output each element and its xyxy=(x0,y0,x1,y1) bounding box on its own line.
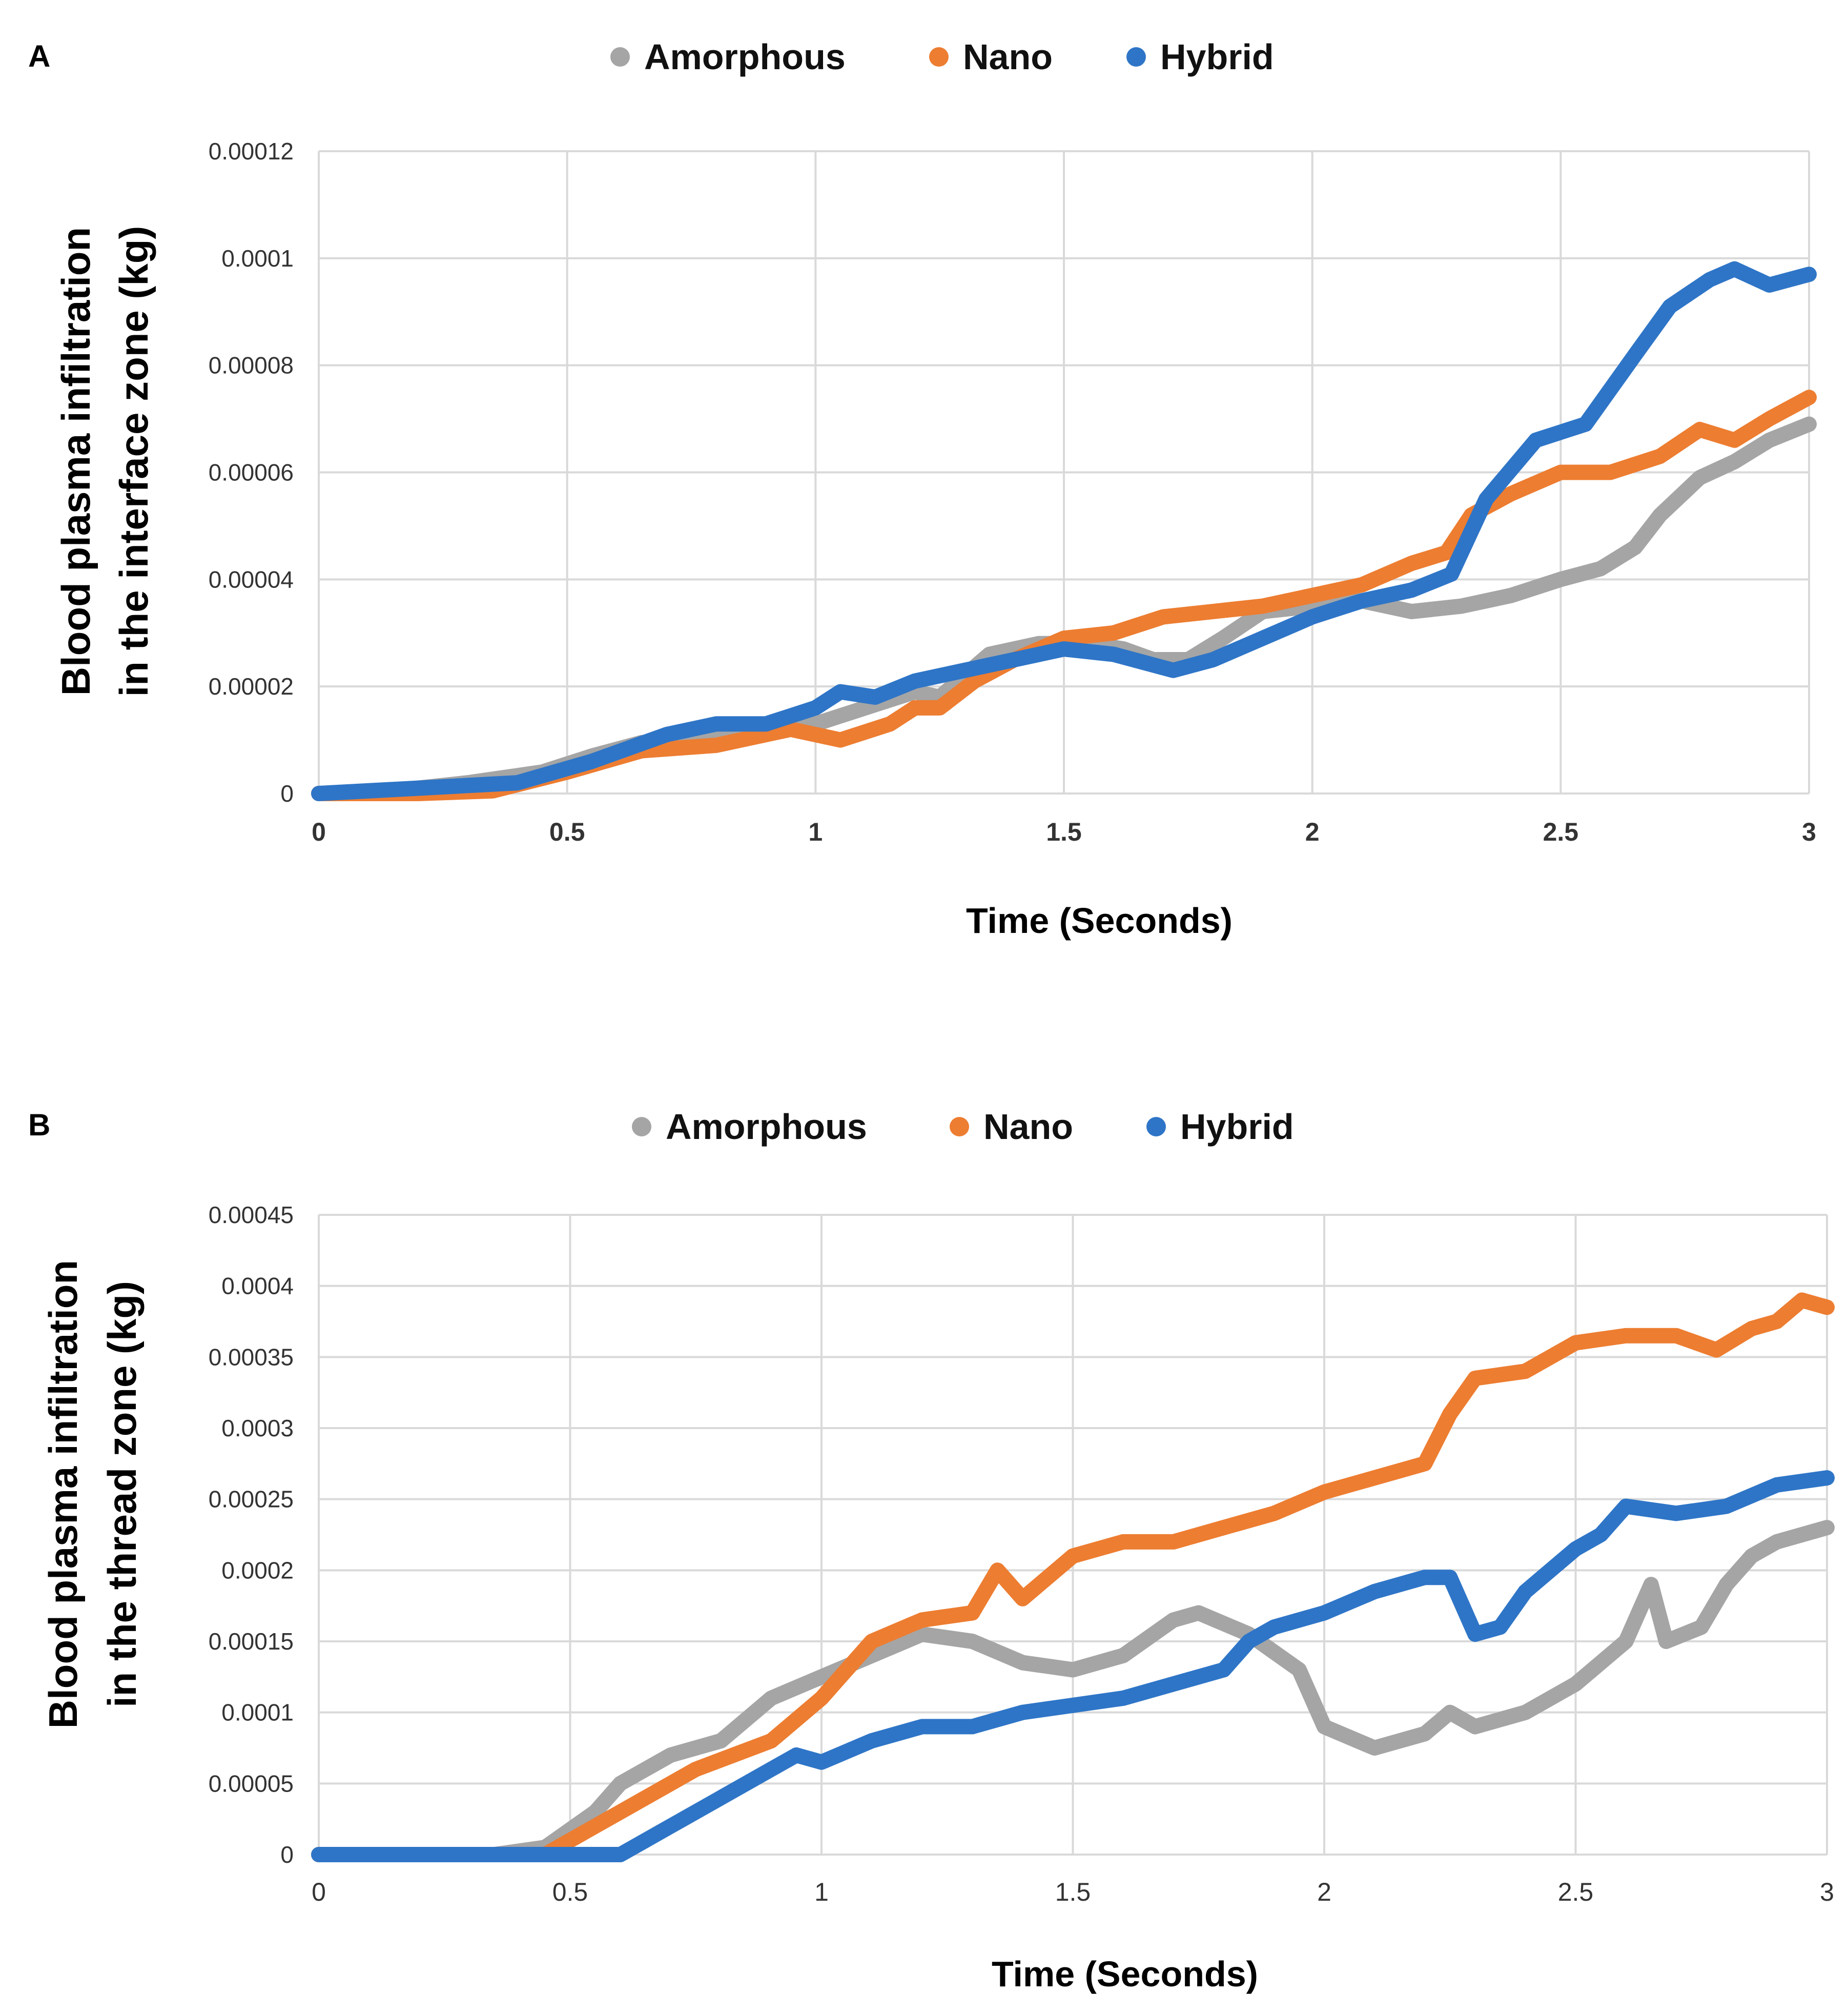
panel-a-y-tick-label: 0.0001 xyxy=(221,245,294,272)
panel-a-letter: A xyxy=(28,39,50,73)
panel-b-x-tick-label: 1.5 xyxy=(1055,1878,1091,1906)
panel-b-y-tick-label: 0.00035 xyxy=(209,1344,294,1370)
panel-a-y-tick-label: 0 xyxy=(280,780,294,807)
panel-b-y-label-line-2: in the thread zone (kg) xyxy=(99,1281,145,1707)
panel-a-y-tick-label: 0.00002 xyxy=(209,673,294,700)
panel-a-y-tick-label: 0.00004 xyxy=(209,566,294,593)
panel-b-y-tick-label: 0.0003 xyxy=(221,1415,294,1441)
panel-b-legend-label-amorphous: Amorphous xyxy=(666,1107,867,1147)
panel-b-x-tick-label: 1 xyxy=(814,1878,829,1906)
panel-b-y-tick-label: 0.0004 xyxy=(221,1273,294,1299)
panel-a-legend-marker-amorphous xyxy=(610,47,630,67)
panel-a-series-nano xyxy=(311,390,1817,801)
panel-a-legend-label-amorphous: Amorphous xyxy=(644,37,846,77)
panel-b-x-ticks: 0 0.5 1 1.5 2 2.5 3 xyxy=(312,1878,1834,1906)
panel-b-series-nano xyxy=(311,1292,1835,1862)
panel-b-legend-marker-hybrid xyxy=(1146,1117,1166,1136)
panel-b-legend: Amorphous Nano Hybrid xyxy=(632,1107,1294,1147)
panel-b-x-tick-label: 3 xyxy=(1820,1878,1834,1906)
panel-a-y-tick-label: 0.00008 xyxy=(209,352,294,379)
panel-a-x-tick-label: 0 xyxy=(312,818,326,846)
panel-b-series xyxy=(311,1292,1835,1862)
panel-b-legend-marker-nano xyxy=(950,1117,969,1136)
panel-a-y-label-line-1: Blood plasma infiltration xyxy=(53,227,98,696)
panel-a-x-tick-label: 1.5 xyxy=(1046,818,1082,846)
panel-b-series-amorphous xyxy=(311,1520,1835,1862)
panel-b-y-tick-label: 0.00025 xyxy=(209,1486,294,1513)
panel-a-series-hybrid xyxy=(311,261,1817,801)
panel-b-y-tick-label: 0.00015 xyxy=(209,1628,294,1655)
panel-a-x-label: Time (Seconds) xyxy=(966,901,1233,941)
panel-a-legend-marker-nano xyxy=(929,47,949,67)
panel-a-x-tick-label: 2 xyxy=(1305,818,1320,846)
panel-b-y-tick-label: 0.0002 xyxy=(221,1557,294,1583)
panel-b-y-tick-label: 0.0001 xyxy=(221,1699,294,1726)
panel-b-y-tick-label: 0 xyxy=(280,1841,294,1868)
panel-a-x-ticks: 0 0.5 1 1.5 2 2.5 3 xyxy=(312,818,1816,846)
panel-a-series xyxy=(311,261,1817,801)
panel-b-y-ticks: 0 0.00005 0.0001 0.00015 0.0002 0.00025 0.0003… xyxy=(209,1202,294,1868)
panel-b-legend-marker-amorphous xyxy=(632,1117,651,1136)
panel-b-grid xyxy=(318,1214,1828,1856)
panel-a-legend-marker-hybrid xyxy=(1126,47,1146,67)
panel-b-letter: B xyxy=(28,1108,50,1142)
panel-a-chart: A Amorphous Nano Hybrid 0 0.00002 0.00004 0.0… xyxy=(28,37,1817,941)
panel-b-x-tick-label: 2 xyxy=(1317,1878,1331,1906)
panel-b-legend-label-nano: Nano xyxy=(983,1107,1073,1147)
panel-b-x-label: Time (Seconds) xyxy=(992,1954,1258,1994)
panel-a-legend-label-nano: Nano xyxy=(963,37,1053,77)
panel-b-x-tick-label: 0 xyxy=(312,1878,326,1906)
panel-a-legend: Amorphous Nano Hybrid xyxy=(610,37,1274,77)
panel-b-y-label-line-1: Blood plasma infiltration xyxy=(40,1260,86,1728)
panel-a-x-tick-label: 3 xyxy=(1802,818,1816,846)
panel-b-y-tick-label: 0.00045 xyxy=(209,1202,294,1228)
panel-b-x-tick-label: 2.5 xyxy=(1558,1878,1594,1906)
panel-a-y-tick-label: 0.00012 xyxy=(209,138,294,165)
panel-b-series-hybrid xyxy=(311,1470,1835,1862)
panel-a-y-label-line-2: in the interface zone (kg) xyxy=(111,226,156,697)
panel-b-legend-label-hybrid: Hybrid xyxy=(1180,1107,1294,1147)
panel-a-legend-label-hybrid: Hybrid xyxy=(1160,37,1274,77)
panel-b-y-tick-label: 0.00005 xyxy=(209,1770,294,1797)
panel-a-y-ticks: 0 0.00002 0.00004 0.00006 0.00008 0.0001 0.000… xyxy=(209,138,294,807)
panel-b-chart: B Amorphous Nano Hybrid 0 0.00005 0.0001 0.00… xyxy=(28,1107,1835,1994)
panel-b-x-tick-label: 0.5 xyxy=(552,1878,588,1906)
panel-a-y-tick-label: 0.00006 xyxy=(209,459,294,486)
panel-a-x-tick-label: 2.5 xyxy=(1543,818,1579,846)
panel-a-x-tick-label: 1 xyxy=(808,818,823,846)
panel-a-x-tick-label: 0.5 xyxy=(549,818,585,846)
